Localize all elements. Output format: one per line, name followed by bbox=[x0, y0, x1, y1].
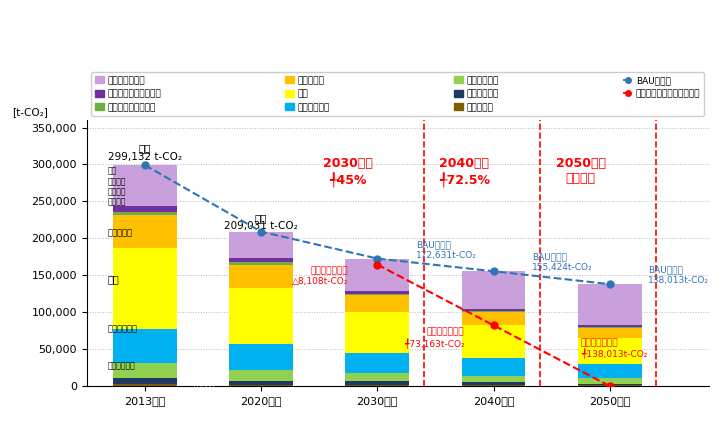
Bar bbox=[346, 312, 409, 353]
Text: 2030年度
╃45%: 2030年度 ╃45% bbox=[323, 157, 373, 188]
Bar bbox=[113, 214, 177, 248]
Text: BAUケース
172,631t-CO₂: BAUケース 172,631t-CO₂ bbox=[416, 241, 476, 260]
Bar bbox=[229, 370, 293, 381]
Bar bbox=[346, 373, 409, 381]
Bar bbox=[578, 363, 642, 378]
Bar bbox=[578, 338, 642, 363]
Text: 実績: 実績 bbox=[254, 214, 268, 224]
Text: 運輸（旅客）: 運輸（旅客） bbox=[108, 324, 137, 333]
Bar bbox=[461, 385, 526, 386]
Bar bbox=[113, 212, 177, 214]
Text: BAUケース
138,013t-CO₂: BAUケース 138,013t-CO₂ bbox=[648, 266, 709, 285]
Legend: 産業（製造業）, 産業（建設業・鉱業）, 産業（農林水産業）, 業務その他, 家庭, 運輸（旅客）, 運輸（貨物）, 運輸（鉄道）, 一般廃棄物, BAU排出量: 産業（製造業）, 産業（建設業・鉱業）, 産業（農林水産業）, 業務その他, 家… bbox=[91, 73, 704, 115]
Bar bbox=[461, 271, 526, 309]
Bar bbox=[461, 376, 526, 382]
Text: 209,031 t-CO₂: 209,031 t-CO₂ bbox=[224, 221, 298, 231]
Bar bbox=[113, 378, 177, 384]
Bar bbox=[346, 353, 409, 373]
Text: 家庭: 家庭 bbox=[108, 274, 119, 284]
Bar bbox=[113, 248, 177, 329]
Bar bbox=[461, 312, 526, 325]
Bar bbox=[578, 284, 642, 325]
Text: 運輸（鉄道）: 運輸（鉄道） bbox=[194, 375, 219, 382]
Bar bbox=[578, 378, 642, 384]
Bar bbox=[229, 344, 293, 370]
Bar bbox=[113, 384, 177, 386]
Text: 追加対策ケース
╃73,163t-CO₂: 追加対策ケース ╃73,163t-CO₂ bbox=[404, 328, 464, 349]
Text: 2050年度
実質ゼロ: 2050年度 実質ゼロ bbox=[556, 157, 606, 185]
Text: 実績: 実績 bbox=[139, 143, 151, 154]
Bar bbox=[461, 311, 526, 312]
Bar bbox=[346, 381, 409, 385]
Bar bbox=[113, 165, 177, 206]
Bar bbox=[229, 288, 293, 344]
Bar bbox=[229, 381, 293, 385]
Text: 追加対策ケース
△8,108t-CO₂: 追加対策ケース △8,108t-CO₂ bbox=[292, 266, 348, 286]
Bar bbox=[578, 384, 642, 385]
Text: 一般廃棄物: 一般廃棄物 bbox=[194, 381, 215, 387]
Bar bbox=[229, 232, 293, 258]
Bar bbox=[578, 325, 642, 327]
Bar bbox=[346, 259, 409, 290]
Text: [t-CO₂]: [t-CO₂] bbox=[12, 107, 48, 118]
Bar bbox=[578, 328, 642, 338]
Bar bbox=[461, 382, 526, 385]
Bar bbox=[346, 295, 409, 312]
Bar bbox=[578, 385, 642, 386]
Bar bbox=[113, 206, 177, 212]
Bar bbox=[578, 327, 642, 328]
Text: 業務その他: 業務その他 bbox=[108, 228, 133, 237]
Bar bbox=[229, 258, 293, 263]
Bar bbox=[346, 290, 409, 293]
Text: 追加対策ケース
╃138,013t-CO₂: 追加対策ケース ╃138,013t-CO₂ bbox=[581, 338, 647, 360]
Bar bbox=[346, 293, 409, 295]
Bar bbox=[346, 385, 409, 386]
Bar bbox=[461, 325, 526, 358]
Bar bbox=[461, 309, 526, 311]
Bar bbox=[229, 385, 293, 386]
Text: 299,132 t-CO₂: 299,132 t-CO₂ bbox=[108, 152, 182, 162]
Bar bbox=[113, 363, 177, 378]
Bar bbox=[229, 263, 293, 265]
Text: 産業
（製造）
（建設）
（農業）: 産業 （製造） （建設） （農業） bbox=[108, 166, 127, 207]
Text: BAUケース
155,424t-CO₂: BAUケース 155,424t-CO₂ bbox=[532, 252, 593, 272]
Text: 運輸（貨物）: 運輸（貨物） bbox=[108, 362, 135, 371]
Bar bbox=[461, 358, 526, 376]
Text: 2040年度
╃72.5%: 2040年度 ╃72.5% bbox=[439, 157, 490, 188]
Bar bbox=[229, 265, 293, 288]
Bar bbox=[113, 329, 177, 363]
